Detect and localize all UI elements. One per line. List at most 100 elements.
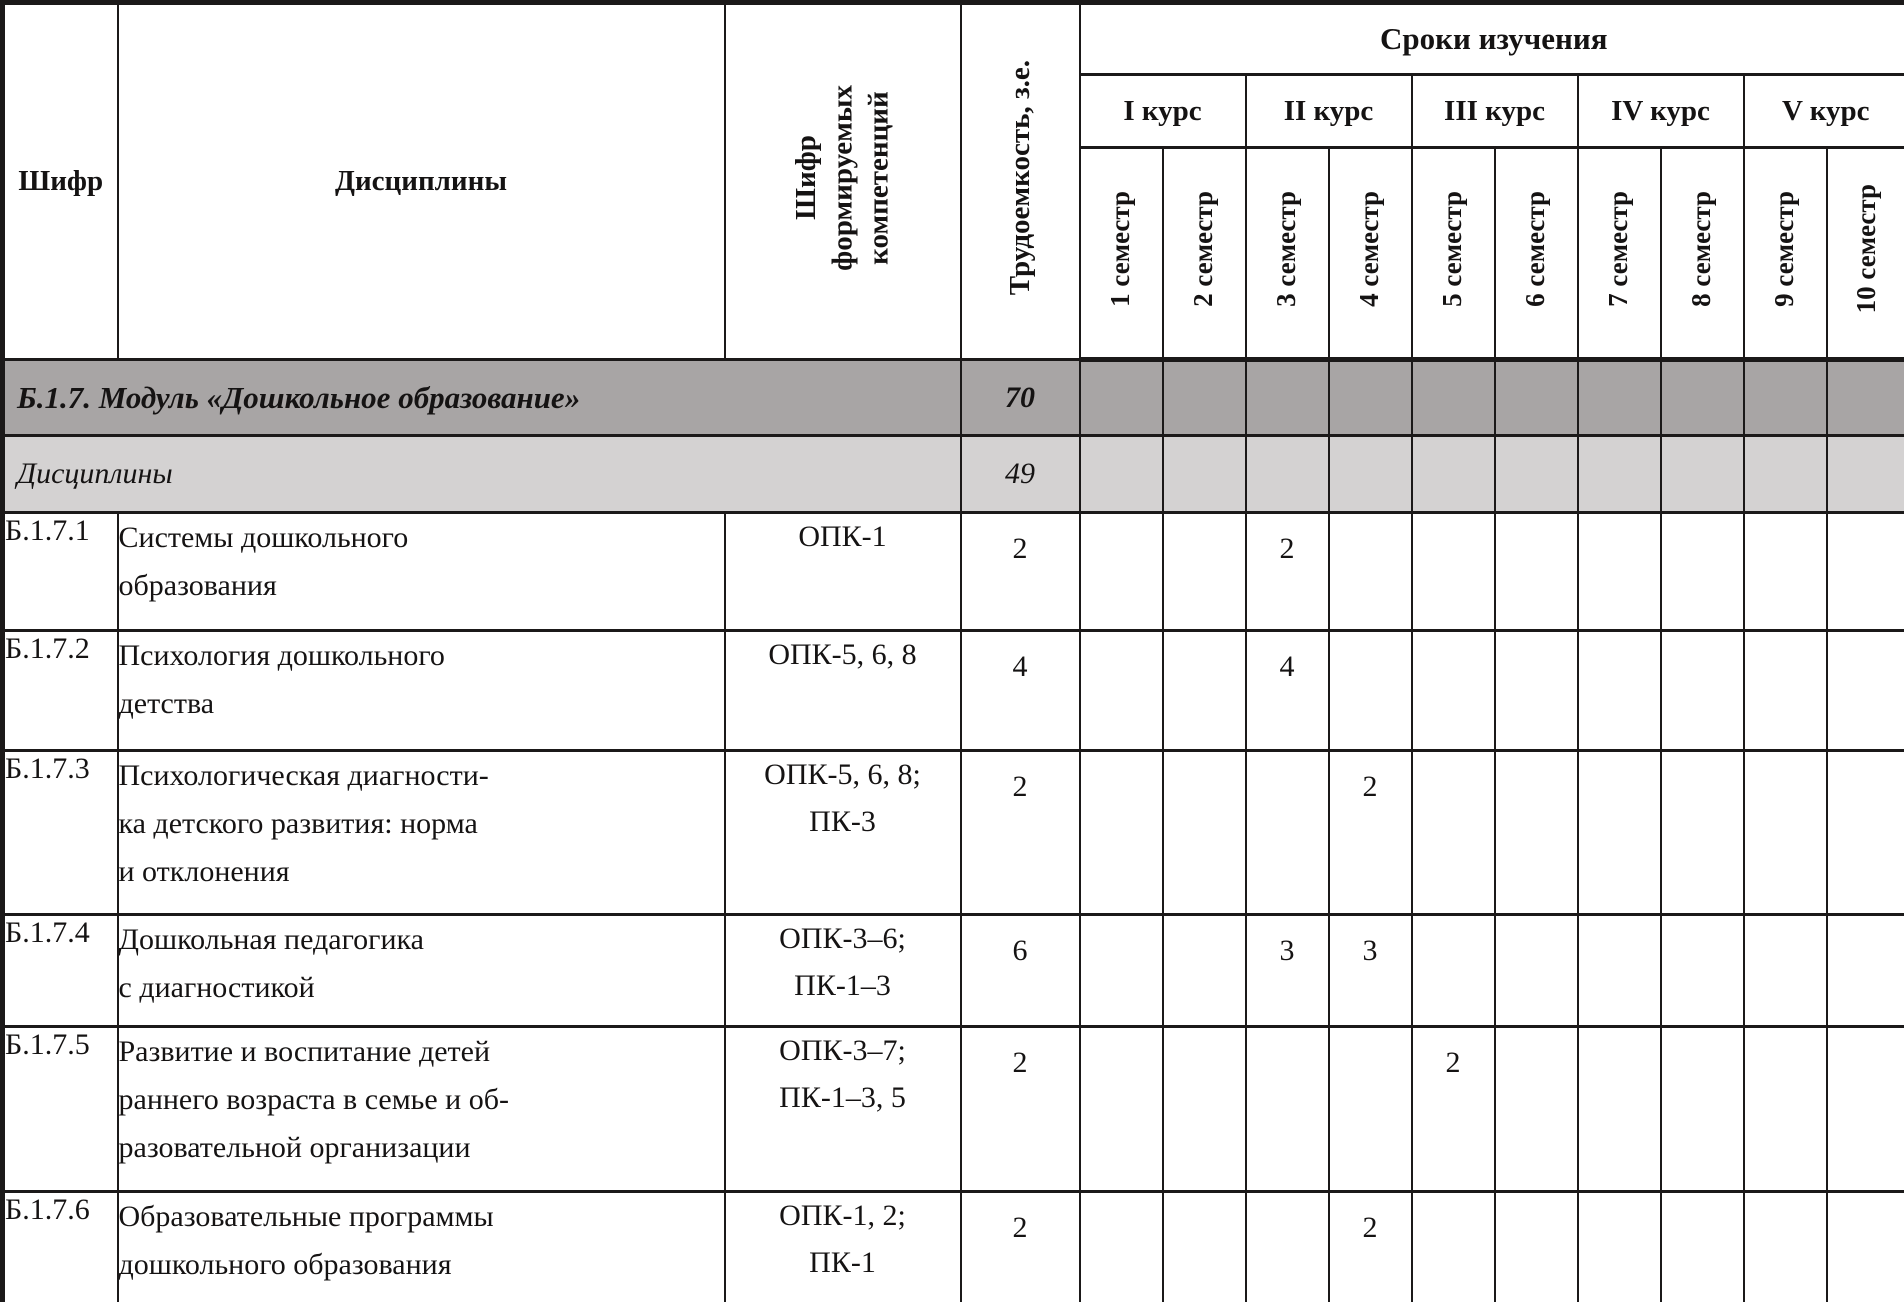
semester-value-cell [1410,629,1496,752]
semester-label: 8 семестр [1686,191,1717,307]
semester-value-cell: 2 [1244,511,1330,632]
semester-value-cell [1493,1190,1579,1302]
semester-value-cell: 4 [1244,629,1330,752]
semester-value-cell [1659,629,1745,752]
header-period: Сроки изучения [1078,1,1904,76]
semester-value-cell [1078,511,1164,632]
header-code-label: Шифр [18,165,104,197]
summary-row-label: Дисциплины [1,434,962,514]
semester-value-cell [1327,629,1413,752]
semester-value-cell [1327,434,1413,514]
table-body: Б.1.7. Модуль «Дошкольное образование» 7… [1,358,1904,1302]
header-semester-6: 6 семестр [1493,146,1579,362]
discipline-workload-value: 2 [959,511,1081,632]
discipline-competencies: ОПК-3–6; ПК-1–3 [723,913,962,1028]
semester-value-cell [1825,511,1904,632]
discipline-row: Б.1.7.4 Дошкольная педагогика с диагност… [1,913,1904,1028]
semester-value-cell [1078,749,1164,916]
header-period-label: Сроки изучения [1380,21,1608,56]
semester-value-cell [1576,511,1662,632]
discipline-workload-value: 2 [959,1025,1081,1193]
discipline-competencies: ОПК-1 [723,511,962,632]
semester-value-cell [1078,913,1164,1028]
semester-value-cell [1161,434,1247,514]
semester-value-cell [1493,1025,1579,1193]
semester-value-cell [1659,434,1745,514]
semester-value-cell [1576,1025,1662,1193]
semester-value-cell [1078,629,1164,752]
semester-label: 10 семестр [1851,184,1882,314]
semester-value-cell [1410,434,1496,514]
semester-label: 4 семестр [1354,191,1385,307]
semester-value-cell [1493,434,1579,514]
semester-value-cell [1327,511,1413,632]
discipline-workload-value: 2 [959,749,1081,916]
header-competencies-label: Шифр формируемых компетенций [790,84,895,271]
semester-value-cell: 2 [1410,1025,1496,1193]
semester-value-cell [1825,358,1904,437]
discipline-name: Системы дошкольного образования [116,511,726,632]
semester-value-cell [1576,434,1662,514]
discipline-competencies: ОПК-1, 2; ПК-1 [723,1190,962,1302]
semester-label: 5 семестр [1437,191,1468,307]
discipline-competencies: ОПК-5, 6, 8 [723,629,962,752]
discipline-name: Психология дошкольного детства [116,629,726,752]
semester-value-cell [1825,749,1904,916]
semester-value-cell [1493,511,1579,632]
semester-value-cell [1327,358,1413,437]
header-code: Шифр [1,1,119,361]
semester-value-cell [1659,358,1745,437]
semester-value-cell [1576,913,1662,1028]
semester-value-cell [1576,749,1662,916]
semester-label: 3 семестр [1271,191,1302,307]
semester-value-cell [1161,1190,1247,1302]
semester-value-cell [1161,913,1247,1028]
semester-label: 2 семестр [1188,191,1219,307]
header-course-3: III курс [1410,73,1579,149]
semester-label: 1 семестр [1105,191,1136,307]
header-semester-1: 1 семестр [1078,146,1164,362]
semester-value-cell: 3 [1327,913,1413,1028]
table-header: Шифр Дисциплины Шифр формируемых компете… [1,1,1904,362]
semester-value-cell: 2 [1327,1190,1413,1302]
header-disciplines-label: Дисциплины [335,165,507,197]
semester-value-cell [1576,629,1662,752]
semester-value-cell [1825,434,1904,514]
semester-value-cell [1410,913,1496,1028]
discipline-code: Б.1.7.3 [1,749,119,916]
summary-row-label: Б.1.7. Модуль «Дошкольное образование» [1,358,962,437]
semester-value-cell [1078,434,1164,514]
semester-value-cell [1244,1025,1330,1193]
header-semester-2: 2 семестр [1161,146,1247,362]
course-label: I курс [1123,94,1202,127]
header-workload: Трудоемкость, з.е. [959,1,1081,361]
discipline-name: Образовательные программы дошкольного об… [116,1190,726,1302]
header-course-4: IV курс [1576,73,1745,149]
semester-value-cell [1161,358,1247,437]
header-workload-label: Трудоемкость, з.е. [1003,59,1036,296]
discipline-competencies: ОПК-5, 6, 8; ПК-3 [723,749,962,916]
discipline-code: Б.1.7.5 [1,1025,119,1193]
semester-value-cell [1410,358,1496,437]
semester-value-cell: 3 [1244,913,1330,1028]
semester-value-cell [1742,434,1828,514]
semester-header-row: 1 семестр 2 семестр 3 семестр 4 семестр … [3,146,1904,362]
summary-workload-value: 49 [959,434,1081,514]
discipline-workload-value: 2 [959,1190,1081,1302]
semester-value-cell [1493,358,1579,437]
header-semester-10: 10 семестр [1825,146,1904,362]
semester-value-cell [1161,511,1247,632]
semester-value-cell [1742,358,1828,437]
semester-value-cell [1078,1025,1164,1193]
header-disciplines: Дисциплины [116,1,726,361]
semester-value-cell [1659,1190,1745,1302]
semester-value-cell [1742,913,1828,1028]
header-competencies: Шифр формируемых компетенций [723,1,962,361]
semester-value-cell [1576,1190,1662,1302]
semester-value-cell [1742,1190,1828,1302]
course-label: V курс [1782,94,1870,127]
semester-value-cell [1410,1190,1496,1302]
semester-value-cell [1161,749,1247,916]
